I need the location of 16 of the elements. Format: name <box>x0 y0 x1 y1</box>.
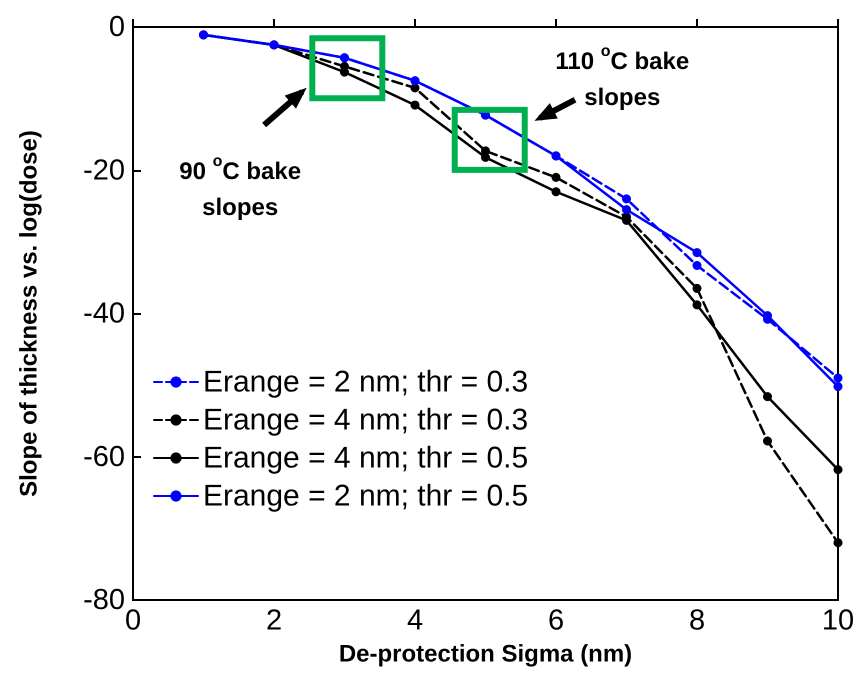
x-tick-label: 8 <box>688 604 706 636</box>
x-tick-label: 6 <box>548 604 564 636</box>
y-tick-label: -40 <box>83 298 125 330</box>
y-axis-title: Slope of thickness vs. log(dose) <box>16 130 42 497</box>
legend-label: Erange = 4 nm; thr = 0.5 <box>203 442 528 474</box>
y-tick-label: -60 <box>83 440 125 473</box>
y-tick-label: 0 <box>108 11 125 43</box>
legend-label: Erange = 2 nm; thr = 0.5 <box>203 480 528 512</box>
y-tick-label: -80 <box>83 584 125 616</box>
legend-label: Erange = 2 nm; thr = 0.3 <box>203 366 528 398</box>
x-tick-label: 4 <box>406 604 424 636</box>
x-tick-label: 10 <box>822 604 854 636</box>
y-tick-label: -20 <box>83 154 125 186</box>
legend-label: Erange = 4 nm; thr = 0.3 <box>203 404 528 436</box>
x-tick-label: 2 <box>266 604 282 636</box>
x-axis-title: De-protection Sigma (nm) <box>338 640 632 668</box>
